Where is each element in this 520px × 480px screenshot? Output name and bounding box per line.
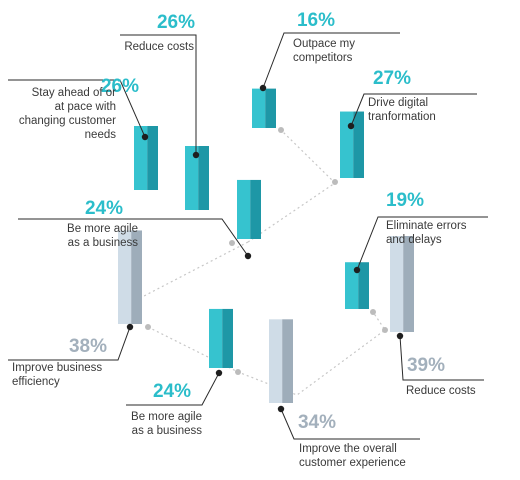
- bar-side: [131, 230, 142, 324]
- bar-side: [358, 262, 369, 309]
- bar-2: [185, 146, 209, 210]
- bars-layer: [118, 88, 414, 403]
- bar-side: [147, 126, 158, 190]
- path-segment-upper: [247, 129, 336, 243]
- connector-dot: [259, 84, 267, 92]
- connector-dot: [126, 323, 134, 331]
- value-label: 34%: [298, 412, 336, 433]
- value-label: 38%: [69, 336, 107, 357]
- bar-face: [340, 111, 354, 178]
- category-label: Eliminate errors and delays: [386, 220, 467, 246]
- bar-6: [118, 230, 142, 324]
- bar-9: [345, 262, 369, 309]
- bar-4: [252, 88, 276, 128]
- value-label: 27%: [373, 68, 411, 89]
- connector-line: [399, 335, 484, 381]
- path-dot: [145, 324, 151, 330]
- value-label: 16%: [297, 10, 335, 31]
- category-label: Be more agile as a business: [67, 223, 138, 249]
- connector-dot: [215, 369, 223, 377]
- bar-side: [265, 88, 276, 128]
- path-dot: [229, 240, 235, 246]
- bar-side: [250, 179, 261, 239]
- connector-dot: [192, 151, 200, 159]
- value-label: 39%: [407, 355, 445, 376]
- bar-face: [252, 88, 266, 128]
- bar-3: [237, 179, 261, 239]
- path-dot: [235, 369, 241, 375]
- category-label: Drive digital tranformation: [368, 97, 436, 123]
- connector-dot: [244, 252, 252, 260]
- bar-side: [353, 111, 364, 178]
- value-label: 19%: [386, 190, 424, 211]
- category-label: Outpace my competitors: [293, 38, 355, 64]
- bar-face: [118, 230, 132, 324]
- path-dot: [278, 127, 284, 133]
- connector-line: [8, 326, 131, 361]
- path-layer: [143, 127, 388, 396]
- bar-side: [282, 319, 293, 403]
- bar-side: [403, 236, 414, 332]
- connector-line: [356, 216, 488, 271]
- category-label: Stay ahead of or at pace with changing cus…: [19, 87, 116, 141]
- category-label: Be more agile as a business: [131, 411, 202, 437]
- bar-side: [222, 308, 233, 368]
- category-label: Improve the overall customer experience: [299, 443, 406, 469]
- connector-line: [350, 93, 477, 127]
- bar-face: [209, 308, 223, 368]
- bar-face: [345, 262, 359, 309]
- path-dot: [382, 327, 388, 333]
- bar-face: [185, 146, 199, 210]
- bar-side: [198, 146, 209, 210]
- bar-8: [269, 319, 293, 403]
- connector-layer: [8, 32, 488, 440]
- connector-line: [262, 32, 400, 89]
- category-label: Reduce costs: [124, 41, 194, 53]
- connector-dot: [141, 133, 149, 141]
- connector-dot: [396, 332, 404, 340]
- path-dot: [332, 179, 338, 185]
- connector-line: [126, 372, 220, 406]
- connector-line: [18, 218, 249, 257]
- connector-line: [8, 79, 146, 138]
- bar-face: [237, 179, 251, 239]
- label-layer: 26%Stay ahead of or at pace with changing …: [12, 10, 476, 469]
- path-segment-left: [143, 241, 249, 297]
- bar-face: [269, 319, 283, 403]
- bar-1: [134, 126, 158, 190]
- bar-face: [390, 236, 404, 332]
- value-label: 26%: [157, 12, 195, 33]
- path-segment-lower: [147, 311, 386, 396]
- bar-face: [134, 126, 148, 190]
- value-label: 26%: [101, 76, 139, 97]
- connector-dot: [277, 405, 285, 413]
- connector-dot: [347, 122, 355, 130]
- value-label: 24%: [153, 381, 191, 402]
- connector-line: [120, 34, 197, 155]
- bar-10: [390, 236, 414, 332]
- connector-dot: [353, 266, 361, 274]
- category-label: Improve business efficiency: [12, 362, 102, 388]
- connector-line: [280, 408, 420, 440]
- category-label: Reduce costs: [406, 385, 476, 397]
- value-label: 24%: [85, 198, 123, 219]
- bar-7: [209, 308, 233, 368]
- bar-5: [340, 111, 364, 178]
- path-dot: [370, 309, 376, 315]
